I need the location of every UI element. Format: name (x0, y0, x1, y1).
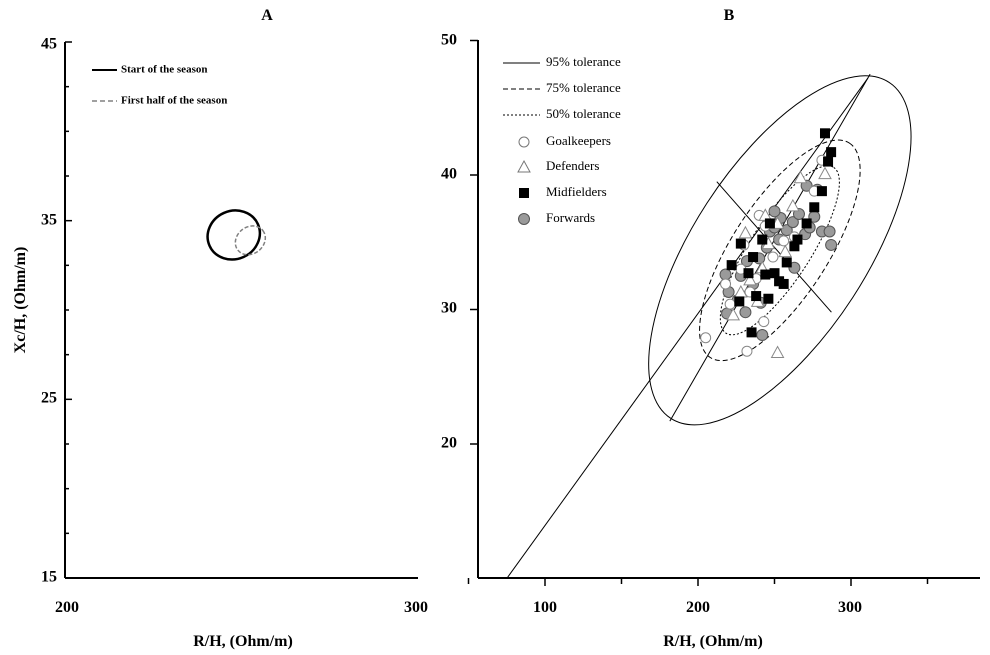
forward-point (825, 238, 838, 251)
panel-b-x-axis-title: R/H, (Ohm/m) (663, 633, 763, 650)
goalkeeper-point (778, 235, 790, 247)
panel-b-95-minor-axis (716, 181, 832, 313)
midfielder-point (743, 268, 754, 279)
ellipse-95-tolerance (648, 75, 912, 426)
forward-point (768, 205, 781, 218)
panel-a-y-tick-label: 25 (41, 390, 57, 407)
defender-point (793, 170, 808, 184)
forward-point (739, 306, 752, 319)
panel-b-legend-label: Defenders (546, 158, 599, 173)
ellipse-first-half-of-season (234, 225, 267, 256)
panel-b-legend-marker-midfielders (519, 188, 529, 198)
midfielder-point (781, 257, 792, 268)
defender-point (770, 345, 785, 359)
ellipse-75-tolerance (699, 139, 861, 362)
forward-point (780, 224, 793, 237)
midfielder-point (764, 218, 775, 229)
goalkeeper-point (720, 278, 732, 290)
panel-b-legend-label: Goalkeepers (546, 133, 611, 148)
panel-b-letter: B (724, 7, 735, 24)
panel-a-legend: Start of the season First half of the se… (92, 64, 227, 107)
panel-b-points (700, 128, 838, 359)
midfielder-point (789, 241, 800, 252)
defender-point (778, 244, 793, 258)
defender-point (738, 225, 753, 239)
panel-b-legend: 95% tolerance 75% tolerance 50% toleranc… (503, 54, 621, 225)
panel-b-y-tick-label: 50 (441, 32, 457, 49)
panel-b-legend-label: 95% tolerance (546, 54, 621, 69)
panel-a-y-ticks: 15 25 35 45 (41, 36, 57, 586)
midfielder-point (734, 296, 745, 307)
panel-a-y-tick-label: 15 (41, 569, 57, 586)
midfielder-point (757, 234, 768, 245)
forward-point (719, 268, 732, 281)
ellipse-start-of-season (206, 209, 262, 261)
goalkeeper-point (767, 251, 779, 263)
midfielder-point (826, 147, 837, 158)
panel-a-y-tick-label: 35 (41, 212, 57, 229)
panel-b-legend-label: Midfielders (546, 184, 607, 199)
panel-b-x-tick-label: 200 (686, 599, 710, 616)
panel-b-ellipses (506, 73, 912, 579)
panel-b-legend-marker-defenders (517, 159, 531, 173)
defender-point (726, 307, 741, 321)
panel-a-y-axis-title: Xc/H, (Ohm/m) (12, 247, 29, 354)
midfielder-point (769, 268, 780, 279)
panel-b-x-tick-label: 100 (533, 599, 557, 616)
panel-b-x-tick-label: 300 (838, 599, 862, 616)
panel-b-y-tick-label: 20 (441, 435, 457, 452)
panel-b-y-tick-label: 30 (441, 300, 457, 317)
panel-b-ticks (467, 39, 929, 586)
ellipse-50-tolerance (719, 165, 840, 336)
midfielder-point (748, 252, 759, 263)
panel-a-x-ticks: 200 300 (55, 599, 428, 616)
midfielder-point (823, 156, 834, 167)
panel-b-legend-label: Forwards (546, 210, 595, 225)
panel-a-x-axis-title: R/H, (Ohm/m) (193, 633, 293, 650)
panel-a-y-tick-label: 45 (41, 36, 57, 53)
panel-a-legend-label: Start of the season (121, 64, 207, 76)
goalkeeper-point (724, 298, 736, 310)
midfielder-point (809, 202, 820, 213)
panel-a-ellipses (206, 209, 267, 261)
panel-b-legend-marker-goalkeepers (518, 136, 530, 148)
defender-point (743, 272, 757, 286)
panel-a-legend-label: First half of the season (121, 95, 227, 107)
panel-b-y-ticks: 20 30 40 50 (441, 32, 457, 452)
midfielder-point (816, 186, 827, 197)
panel-a-x-tick-label: 200 (55, 599, 79, 616)
panel-b-legend-label: 75% tolerance (546, 80, 621, 95)
panel-b-x-ticks: 100 200 300 (533, 599, 862, 616)
forward-point (786, 216, 799, 229)
midfielder-point (819, 128, 830, 139)
panel-a-minor-ticks (65, 41, 72, 579)
panel-a-letter: A (261, 7, 273, 24)
forward-point (823, 225, 836, 238)
midfielder-point (792, 234, 803, 245)
midfielder-point (735, 238, 746, 249)
midfielder-point (763, 293, 774, 304)
goalkeeper-point (741, 345, 753, 357)
goalkeeper-point (758, 316, 770, 328)
midfielder-point (726, 260, 737, 271)
panel-a-x-tick-label: 300 (404, 599, 428, 616)
panel-b-y-tick-label: 40 (441, 166, 457, 183)
midfielder-point (801, 218, 812, 229)
midfielder-point (778, 278, 789, 289)
forward-point (756, 329, 769, 342)
panel-a: A 15 25 35 45 200 300 R/H, (Ohm/m) Xc/H,… (12, 7, 428, 650)
defender-point (818, 166, 832, 180)
panel-b: B 20 30 40 50 100 200 300 R/H, (Ohm/m) 9… (441, 7, 980, 650)
panel-b-major-axis-line (506, 77, 869, 579)
panel-b-legend-marker-forwards (518, 213, 530, 225)
defender-point (786, 198, 800, 212)
midfielder-point (760, 269, 771, 280)
midfielder-point (746, 327, 757, 338)
panel-b-legend-label: 50% tolerance (546, 106, 621, 121)
midfielder-point (751, 291, 762, 302)
goalkeeper-point (700, 332, 712, 344)
